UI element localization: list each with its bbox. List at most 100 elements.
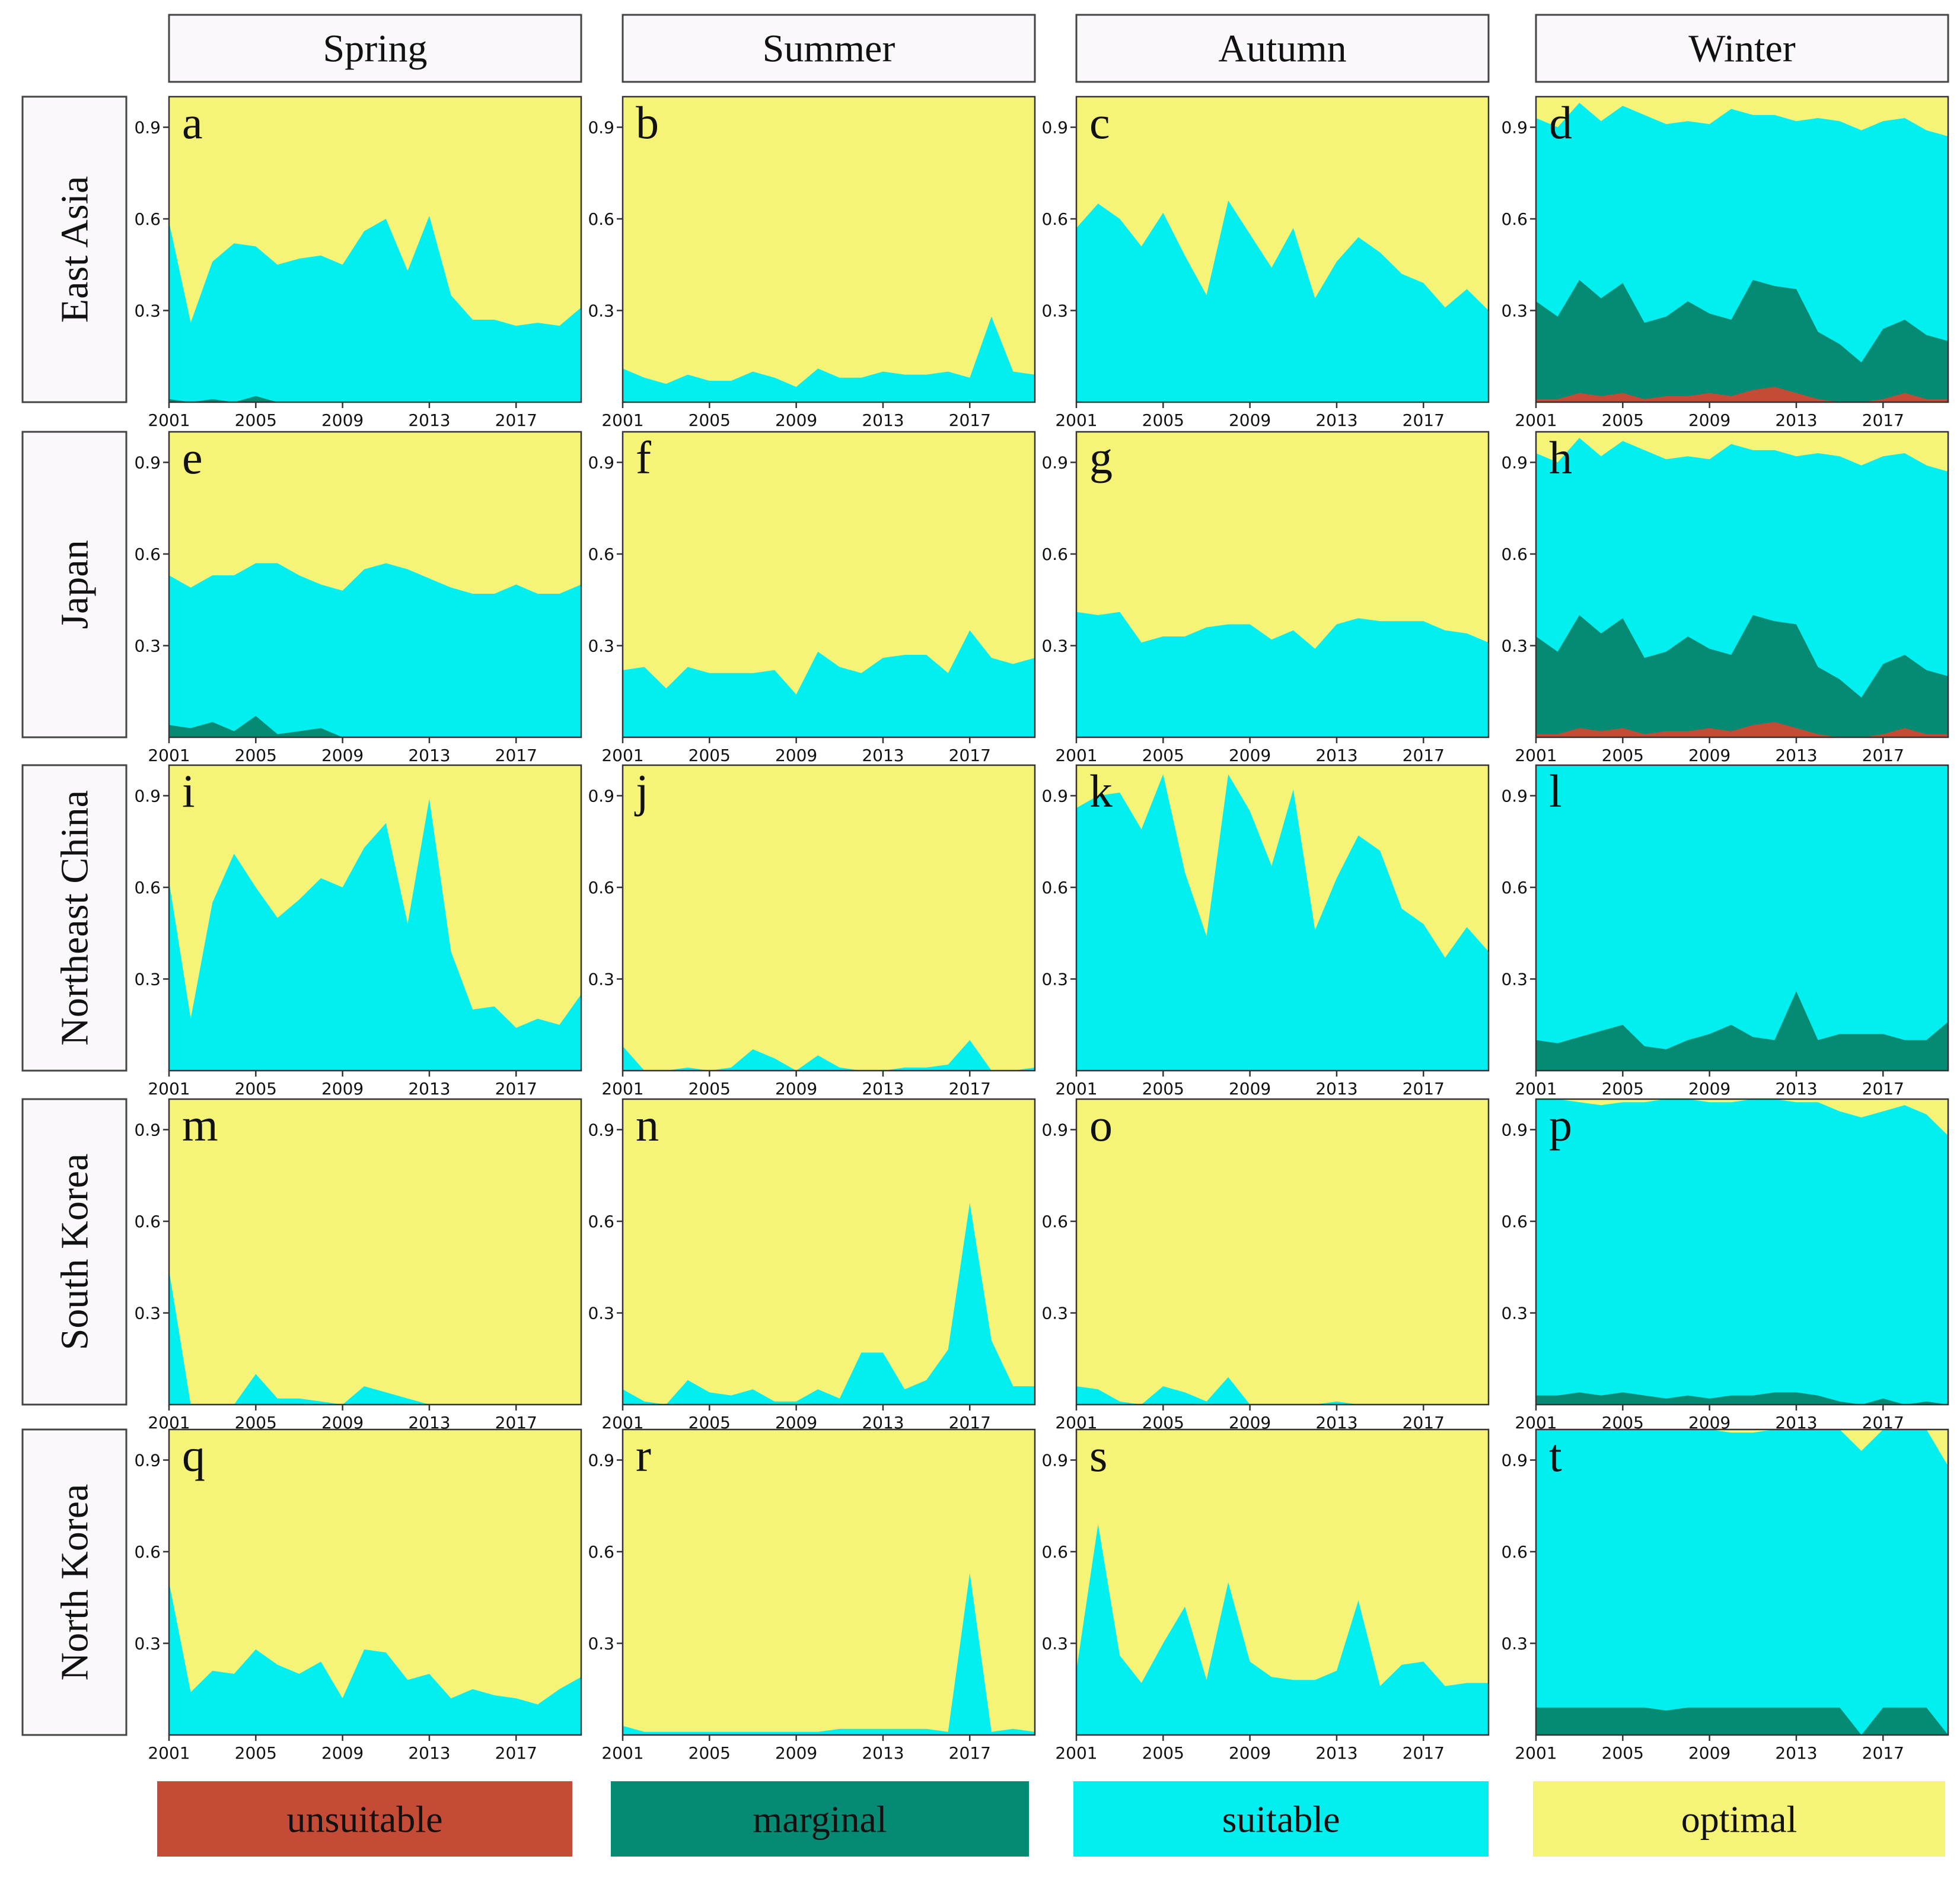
y-tick-label: 0.9	[1041, 1120, 1068, 1140]
y-tick-label: 0.6	[1501, 545, 1528, 564]
plot-frame	[1535, 431, 1949, 738]
column-header-box	[1535, 14, 1949, 83]
x-tick-label: 2009	[775, 746, 817, 765]
legend-label: marginal	[753, 1798, 887, 1841]
panel-letter: j	[634, 765, 649, 817]
legend-item-marginal: marginal	[611, 1781, 1029, 1857]
x-tick-label: 2005	[689, 410, 731, 430]
y-tick-label: 0.6	[1041, 878, 1068, 897]
area-suitable	[1076, 1377, 1489, 1405]
x-tick-label: 2005	[1602, 1079, 1644, 1099]
panel-a: 0.3 0.6 0.9 2001 2005 2009 2013 2017 a	[134, 95, 582, 430]
x-tick-label: 2017	[949, 410, 991, 430]
panel-letter: d	[1549, 97, 1572, 148]
x-tick-label: 2001	[601, 1743, 643, 1763]
y-tick-label: 0.3	[1041, 1634, 1068, 1654]
column-headers: Spring Summer Autumn Winter	[168, 14, 1949, 83]
x-tick-label: 2017	[1403, 1079, 1445, 1099]
x-tick-label: 2013	[408, 746, 450, 765]
legend-swatch	[611, 1781, 1029, 1857]
panel-f: 0.3 0.6 0.9 2001 2005 2009 2013 2017 f	[588, 431, 1036, 765]
y-tick-label: 0.9	[588, 1451, 614, 1470]
column-header-label: Spring	[323, 27, 427, 71]
y-tick-label: 0.3	[588, 301, 614, 321]
row-header-label: North Korea	[53, 1484, 97, 1681]
plot-frame	[1075, 1428, 1490, 1736]
y-tick-label: 0.6	[134, 1212, 161, 1231]
x-tick-label: 2009	[321, 1743, 364, 1763]
x-tick-label: 2001	[1515, 1743, 1557, 1763]
x-tick-label: 2017	[495, 746, 537, 765]
x-tick-label: 2001	[1055, 746, 1097, 765]
x-tick-label: 2013	[862, 746, 904, 765]
x-tick-label: 2001	[601, 410, 643, 430]
area-optimal	[169, 1099, 581, 1405]
plot-frame	[168, 95, 582, 403]
x-tick-label: 2013	[1775, 1079, 1817, 1099]
x-tick-label: 2005	[689, 1079, 731, 1099]
y-tick-label: 0.6	[1501, 1212, 1528, 1231]
panel-letter: i	[182, 765, 195, 817]
panel-grid: 0.3 0.6 0.9 2001 2005 2009 2013 2017 a 0.3 0.6 0.9 2…	[134, 95, 1949, 1763]
x-tick-label: 2017	[1403, 1743, 1445, 1763]
x-tick-label: 2009	[1229, 1079, 1271, 1099]
area-optimal	[623, 765, 1035, 1071]
plot-frame	[622, 431, 1036, 738]
y-tick-label: 0.3	[588, 1634, 614, 1654]
legend-label: optimal	[1681, 1798, 1798, 1841]
x-tick-label: 2013	[1775, 746, 1817, 765]
y-tick-label: 0.6	[1041, 1542, 1068, 1562]
panel-letter: g	[1089, 432, 1113, 483]
area-suitable	[1076, 612, 1489, 737]
x-tick-label: 2017	[1862, 410, 1904, 430]
panel-letter: r	[636, 1429, 651, 1481]
panel-b: 0.3 0.6 0.9 2001 2005 2009 2013 2017 b	[588, 95, 1036, 430]
y-tick-label: 0.6	[1501, 209, 1528, 229]
y-tick-label: 0.9	[1041, 118, 1068, 138]
row-header-box	[21, 431, 128, 738]
x-tick-label: 2017	[1403, 410, 1445, 430]
x-tick-label: 2017	[1862, 1079, 1904, 1099]
panel-letter: c	[1089, 97, 1110, 148]
y-tick-label: 0.6	[134, 545, 161, 564]
panel-letter: q	[182, 1429, 205, 1481]
panel-letter: m	[182, 1099, 218, 1151]
y-tick-label: 0.6	[134, 878, 161, 897]
panel-s: 0.3 0.6 0.9 2001 2005 2009 2013 2017 s	[1041, 1428, 1490, 1763]
x-tick-label: 2013	[1775, 410, 1817, 430]
row-header-box	[21, 1098, 128, 1406]
x-tick-label: 2013	[862, 1079, 904, 1099]
row-header-northeast-china: Northeast China	[21, 764, 128, 1072]
y-tick-label: 0.3	[588, 970, 614, 989]
panel-t: 0.3 0.6 0.9 2001 2005 2009 2013 2017 t	[1501, 1428, 1949, 1763]
x-tick-label: 2001	[1515, 746, 1557, 765]
x-tick-label: 2017	[495, 410, 537, 430]
panel-c: 0.3 0.6 0.9 2001 2005 2009 2013 2017 c	[1041, 95, 1490, 430]
panel-g: 0.3 0.6 0.9 2001 2005 2009 2013 2017 g	[1041, 431, 1490, 765]
area-unsuitable	[1536, 387, 1948, 402]
x-tick-label: 2005	[1142, 410, 1184, 430]
y-tick-label: 0.9	[1041, 453, 1068, 473]
x-tick-label: 2013	[862, 410, 904, 430]
x-tick-label: 2005	[1602, 1743, 1644, 1763]
area-suitable	[623, 316, 1035, 402]
row-header-label: Japan	[53, 540, 97, 629]
x-tick-label: 2009	[775, 410, 817, 430]
y-tick-label: 0.6	[1501, 878, 1528, 897]
y-tick-label: 0.6	[588, 1212, 614, 1231]
x-tick-label: 2005	[1602, 746, 1644, 765]
column-header-box	[622, 14, 1036, 83]
area-suitable	[1076, 1524, 1489, 1735]
plot-frame	[1535, 1098, 1949, 1406]
x-tick-label: 2009	[775, 1079, 817, 1099]
panel-letter: h	[1549, 432, 1572, 483]
row-headers: East Asia Japan Northeast China South Korea…	[21, 95, 128, 1736]
area-optimal	[1076, 1099, 1489, 1405]
column-header-label: Winter	[1688, 27, 1796, 71]
panel-letter: f	[636, 432, 651, 483]
y-tick-label: 0.6	[1041, 209, 1068, 229]
area-marginal	[169, 716, 581, 737]
